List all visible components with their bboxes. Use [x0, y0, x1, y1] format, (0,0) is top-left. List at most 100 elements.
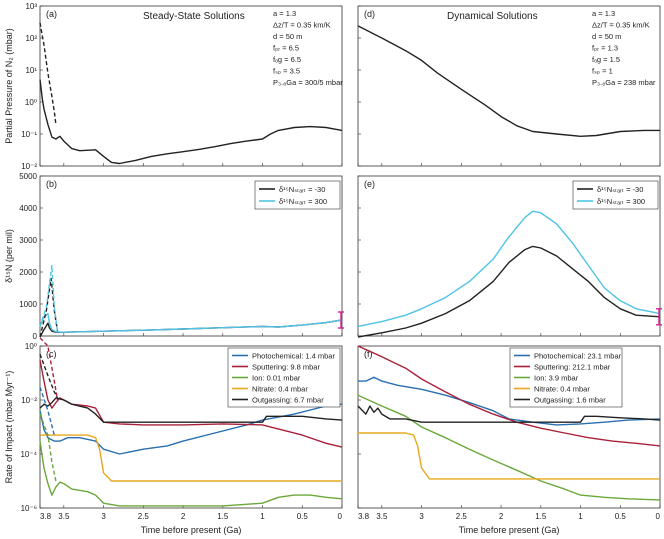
panel-f-label: (f)	[364, 349, 373, 359]
x-tick-label: 0	[338, 512, 343, 521]
y-tick-label: 3000	[19, 236, 37, 245]
y-tick-label: 10⁰	[25, 342, 37, 351]
x-tick-label: 3.8	[358, 512, 370, 521]
x-tick-label: 1	[578, 512, 583, 521]
parameter-line: P₃.₈Ga = 238 mbar	[592, 78, 656, 87]
panel-d-title: Dynamical Solutions	[447, 11, 538, 22]
y-tick-label: 10⁻¹	[21, 130, 37, 139]
series-line-f-3	[358, 432, 660, 480]
y-tick-label: 0	[33, 332, 38, 341]
parameter-line: P₃.₈Ga = 300/5 mbar	[273, 78, 343, 87]
parameter-line: a = 1.3	[592, 9, 615, 18]
legend-entry: Outgassing: 6.7 mbar	[252, 396, 324, 405]
y-tick-label: 5000	[19, 172, 37, 181]
y-tick-label: 10⁻²	[21, 396, 37, 405]
parameter-line: d = 50 m	[273, 32, 302, 41]
parameter-line: fₚᵣ = 6.5	[273, 44, 299, 53]
x-tick-label: 2.5	[456, 512, 468, 521]
panel-b-label: (b)	[46, 179, 57, 189]
panel-b-ylabel: δ¹⁵N (per mil)	[4, 229, 14, 283]
parameter-line: Δz/T = 0.35 km/K	[273, 21, 331, 30]
x-tick-label: 2	[181, 512, 186, 521]
legend-entry: Outgassing: 1.6 mbar	[534, 396, 606, 405]
series-line-a-0	[39, 22, 57, 125]
y-tick-label: 10⁻⁶	[21, 504, 37, 513]
legend-entry: Nitrate: 0.4 mbar	[534, 385, 590, 394]
legend-entry: Ion: 3.9 mbar	[534, 374, 579, 383]
series-line-c-5	[39, 386, 55, 436]
legend-entry: Photochemical: 1.4 mbar	[252, 352, 335, 361]
series-line-c-6	[39, 337, 59, 401]
y-tick-label: 10⁻⁴	[20, 450, 37, 459]
x-tick-label: 1	[260, 512, 265, 521]
x-tick-label: 2	[499, 512, 504, 521]
series-line-e-1	[357, 210, 661, 328]
x-tick-label: 3.5	[376, 512, 388, 521]
legend-entry: δ¹⁵Nₛₜₐᵣₜ = -30	[279, 185, 325, 194]
parameter-line: a = 1.3	[273, 9, 296, 18]
series-line-f-1	[357, 345, 661, 447]
panel-e-label: (e)	[364, 179, 375, 189]
series-line-f-2	[357, 394, 661, 501]
series-line-c-0	[39, 403, 343, 455]
series-line-c-3	[40, 434, 342, 482]
panel-a-parameters: a = 1.3 Δz/T = 0.35 km/K d = 50 m fₚᵣ = 6.5…	[273, 9, 343, 87]
y-tick-label: 10⁻²	[21, 162, 37, 171]
panel-f-xlabel: Time before present (Ga)	[459, 525, 560, 535]
y-tick-label: 2000	[19, 268, 37, 277]
series-line-c-1	[39, 359, 343, 448]
y-tick-label: 10³	[25, 2, 37, 11]
legend-entry: δ¹⁵Nₛₜₐᵣₜ = -30	[597, 185, 643, 194]
x-tick-label: 3	[101, 512, 106, 521]
panel-a-ylabel: Partial Pressure of N₂ (mbar)	[4, 28, 14, 144]
series-line-d-0	[357, 25, 660, 138]
x-tick-label: 3.5	[58, 512, 70, 521]
series-line-f-0	[358, 376, 661, 426]
x-tick-label: 3.8	[40, 512, 52, 521]
legend-entry: Sputtering: 9.8 mbar	[252, 363, 320, 372]
panel-b-frame	[39, 175, 343, 337]
x-tick-label: 2.5	[138, 512, 150, 521]
series-line-c-4	[39, 397, 343, 423]
x-tick-label: 1.5	[535, 512, 547, 521]
x-tick-label: 0.5	[615, 512, 627, 521]
series-line-c-2	[39, 440, 343, 507]
panel-a-title: Steady-State Solutions	[143, 11, 245, 22]
x-tick-label: 3	[419, 512, 424, 521]
parameter-line: fₒg = 1.5	[592, 55, 620, 64]
panel-c-label: (c)	[46, 349, 57, 359]
data-series	[39, 22, 662, 507]
legend-entry: Ion: 0.01 mbar	[252, 374, 301, 383]
y-tick-label: 1000	[19, 300, 37, 309]
series-line-f-4	[357, 405, 661, 423]
legend-box-b	[254, 180, 341, 210]
series-line-a-1	[39, 79, 343, 165]
panel-c-xlabel: Time before present (Ga)	[141, 525, 242, 535]
series-line-e-0	[357, 245, 661, 338]
legend-box-e	[572, 180, 659, 210]
panel-a-frame	[39, 5, 343, 167]
legends: δ¹⁵Nₛₜₐᵣₜ = -30 δ¹⁵Nₛₜₐᵣₜ = 300 δ¹⁵Nₛₜₐᵣₜ …	[227, 180, 659, 408]
parameter-line: d = 50 m	[592, 32, 621, 41]
legend-entry: δ¹⁵Nₛₜₐᵣₜ = 300	[597, 197, 645, 206]
panel-d-label: (d)	[364, 9, 375, 19]
parameter-line: fₒg = 6.5	[273, 55, 301, 64]
panel-d-frame	[357, 5, 661, 167]
legend-entry: Nitrate: 0.4 mbar	[252, 385, 308, 394]
y-tick-label: 10⁰	[25, 98, 37, 107]
axis-ticks: 3.8 3.5 3 2.5 2 1.5 1 0.5 0 3.8 3.5 3 2.5 2 1.5 1 0.5 010…	[19, 2, 660, 521]
x-tick-label: 0	[656, 512, 661, 521]
legend-entry: Sputtering: 212.1 mbar	[534, 363, 611, 372]
panel-a-label: (a)	[46, 9, 57, 19]
panel-e-frame	[357, 175, 661, 337]
legend-entry: Photochemical: 23.1 mbar	[534, 352, 622, 361]
series-line-b-3	[39, 264, 59, 332]
x-tick-label: 1.5	[217, 512, 229, 521]
panel-f-frame	[357, 345, 661, 509]
panel-c-ylabel: Rate of Impact (mbar Myr⁻¹)	[4, 371, 14, 484]
y-tick-label: 4000	[19, 204, 37, 213]
panel-c-frame	[39, 345, 343, 509]
series-line-b-1	[39, 312, 343, 333]
parameter-line: fₛₚ = 1	[592, 67, 613, 76]
